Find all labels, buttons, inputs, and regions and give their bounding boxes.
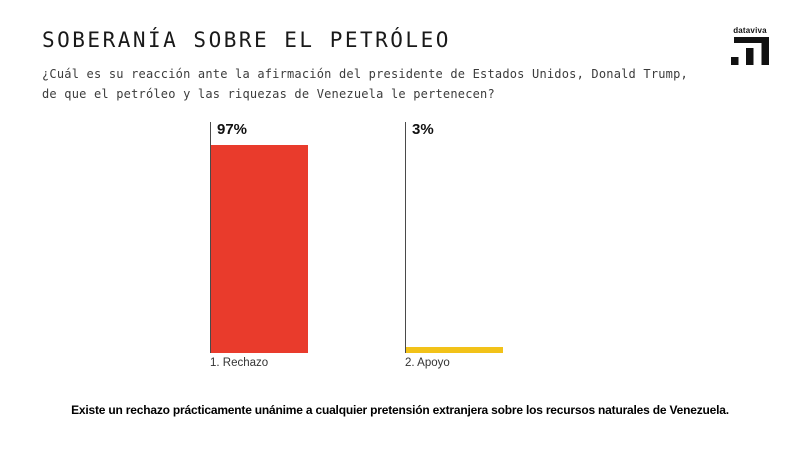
stepped-bars-logo-icon [731, 37, 769, 65]
category-label: 2. Apoyo [405, 357, 450, 369]
brand-logo: dataviva [730, 26, 770, 65]
bar-panel-apoyo: 3% 2. Apoyo [405, 121, 555, 369]
takeaway-note: Existe un rechazo prácticamente unánime … [71, 403, 729, 417]
chart-question: ¿Cuál es su reacción ante la afirmación … [42, 64, 688, 104]
page-title: SOBERANÍA SOBRE EL PETRÓLEO [42, 28, 451, 52]
chart-question-line-1: ¿Cuál es su reacción ante la afirmación … [42, 67, 688, 81]
value-label: 97% [217, 121, 248, 138]
value-label: 3% [412, 121, 434, 138]
chart-question-line-2: de que el petróleo y las riquezas de Ven… [42, 87, 495, 101]
brand-logo-text: dataviva [733, 26, 767, 35]
y-axis-line [210, 122, 211, 353]
bar-panel-rechazo: 97% 1. Rechazo [210, 121, 360, 369]
category-label: 1. Rechazo [210, 357, 269, 369]
bar-rechazo [211, 145, 308, 353]
bar-apoyo [406, 347, 503, 353]
y-axis-line [405, 122, 406, 353]
